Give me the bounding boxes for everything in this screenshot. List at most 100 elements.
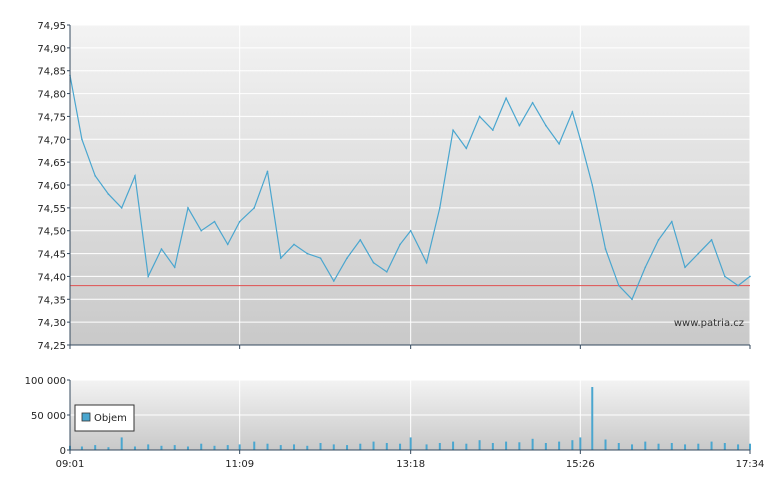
x-tick-labels: 09:01 11:09 13:18 15:26 17:34 bbox=[56, 459, 765, 470]
price-point bbox=[604, 248, 607, 250]
price-y-tick-labels: 74,25 74,30 74,35 74,40 74,45 74,50 74,55 74,60… bbox=[37, 21, 66, 352]
legend-label: Objem bbox=[94, 413, 127, 424]
price-point bbox=[346, 257, 348, 259]
price-point bbox=[657, 239, 660, 241]
volume-bar bbox=[399, 443, 402, 450]
price-point bbox=[266, 170, 269, 173]
volume-bar bbox=[238, 444, 241, 450]
volume-bar bbox=[173, 445, 176, 450]
price-point bbox=[697, 252, 700, 255]
volume-bar bbox=[452, 441, 455, 450]
price-point bbox=[710, 239, 713, 241]
price-y-tick-label: 74,40 bbox=[37, 272, 66, 283]
price-point bbox=[238, 220, 241, 223]
volume-bar bbox=[425, 444, 428, 450]
volume-y-tick-label: 100 000 bbox=[25, 376, 66, 387]
price-point bbox=[558, 143, 560, 145]
volume-bar bbox=[385, 443, 388, 450]
price-point bbox=[160, 248, 163, 250]
price-point bbox=[684, 266, 686, 269]
price-y-tick-label: 74,35 bbox=[37, 295, 66, 306]
x-tick-label: 17:34 bbox=[736, 459, 765, 470]
price-points bbox=[69, 74, 751, 301]
volume-bar bbox=[591, 387, 594, 450]
price-point bbox=[505, 97, 507, 99]
volume-bar bbox=[306, 445, 309, 450]
price-point bbox=[409, 229, 412, 232]
price-y-tick-label: 74,50 bbox=[37, 227, 66, 238]
volume-bar bbox=[491, 443, 494, 450]
price-point bbox=[478, 115, 481, 118]
volume-bar bbox=[226, 445, 229, 450]
price-point bbox=[571, 111, 574, 113]
price-point bbox=[120, 207, 123, 209]
volume-bar bbox=[147, 444, 150, 450]
volume-y-tick-label: 0 bbox=[60, 446, 66, 457]
volume-bar bbox=[133, 446, 136, 450]
price-point bbox=[670, 220, 673, 223]
volume-bar bbox=[319, 443, 322, 450]
price-point bbox=[187, 207, 189, 209]
price-axes bbox=[67, 24, 751, 349]
price-point bbox=[107, 193, 110, 195]
price-point bbox=[724, 275, 726, 278]
volume-bar bbox=[409, 437, 412, 450]
price-point bbox=[226, 243, 229, 246]
price-point bbox=[332, 280, 335, 282]
volume-bar bbox=[213, 445, 216, 450]
volume-bar bbox=[200, 443, 203, 450]
watermark-text[interactable]: www.patria.cz bbox=[674, 318, 744, 329]
price-y-tick-label: 74,80 bbox=[37, 90, 66, 101]
price-point bbox=[306, 252, 309, 255]
price-point bbox=[579, 138, 582, 141]
price-point bbox=[173, 266, 176, 269]
volume-bar bbox=[657, 443, 660, 450]
price-y-tick-label: 74,55 bbox=[37, 204, 66, 215]
volume-bar bbox=[518, 442, 521, 450]
price-y-tick-label: 74,30 bbox=[37, 318, 66, 329]
price-y-tick-label: 74,90 bbox=[37, 44, 66, 55]
volume-bar bbox=[478, 440, 481, 450]
price-point bbox=[147, 275, 150, 278]
volume-bar bbox=[279, 445, 282, 450]
volume-bar bbox=[438, 443, 441, 450]
price-point bbox=[492, 129, 494, 131]
price-point bbox=[386, 271, 388, 273]
price-point bbox=[545, 124, 547, 127]
price-point bbox=[253, 207, 256, 209]
volume-bar bbox=[372, 441, 375, 450]
price-point bbox=[617, 284, 620, 287]
volume-bar bbox=[359, 443, 362, 450]
volume-bar bbox=[346, 445, 349, 450]
price-y-tick-label: 74,75 bbox=[37, 112, 66, 123]
price-point bbox=[200, 229, 203, 232]
volume-axes bbox=[67, 379, 751, 454]
volume-bars bbox=[69, 387, 751, 450]
price-y-tick-label: 74,95 bbox=[37, 21, 66, 32]
volume-bar bbox=[186, 446, 189, 450]
volume-bar bbox=[558, 441, 561, 450]
volume-bar bbox=[571, 440, 574, 450]
volume-bar bbox=[80, 446, 83, 450]
volume-bar bbox=[697, 443, 700, 450]
volume-bar bbox=[465, 443, 468, 450]
volume-bar bbox=[266, 443, 269, 450]
price-point bbox=[631, 298, 633, 301]
price-point bbox=[134, 175, 136, 177]
price-point bbox=[591, 184, 594, 186]
volume-bar bbox=[531, 438, 534, 450]
volume-y-tick-label: 50 000 bbox=[31, 411, 66, 422]
x-tick-label: 09:01 bbox=[56, 459, 85, 470]
volume-bar bbox=[94, 445, 97, 450]
price-point bbox=[737, 284, 739, 287]
volume-bar bbox=[253, 441, 256, 450]
price-point bbox=[319, 257, 322, 259]
volume-bar bbox=[670, 443, 673, 450]
volume-bar bbox=[544, 443, 547, 450]
price-y-tick-label: 74,25 bbox=[37, 341, 66, 352]
price-y-tick-label: 74,45 bbox=[37, 250, 66, 261]
volume-bar bbox=[710, 441, 713, 450]
volume-bar bbox=[293, 444, 296, 450]
